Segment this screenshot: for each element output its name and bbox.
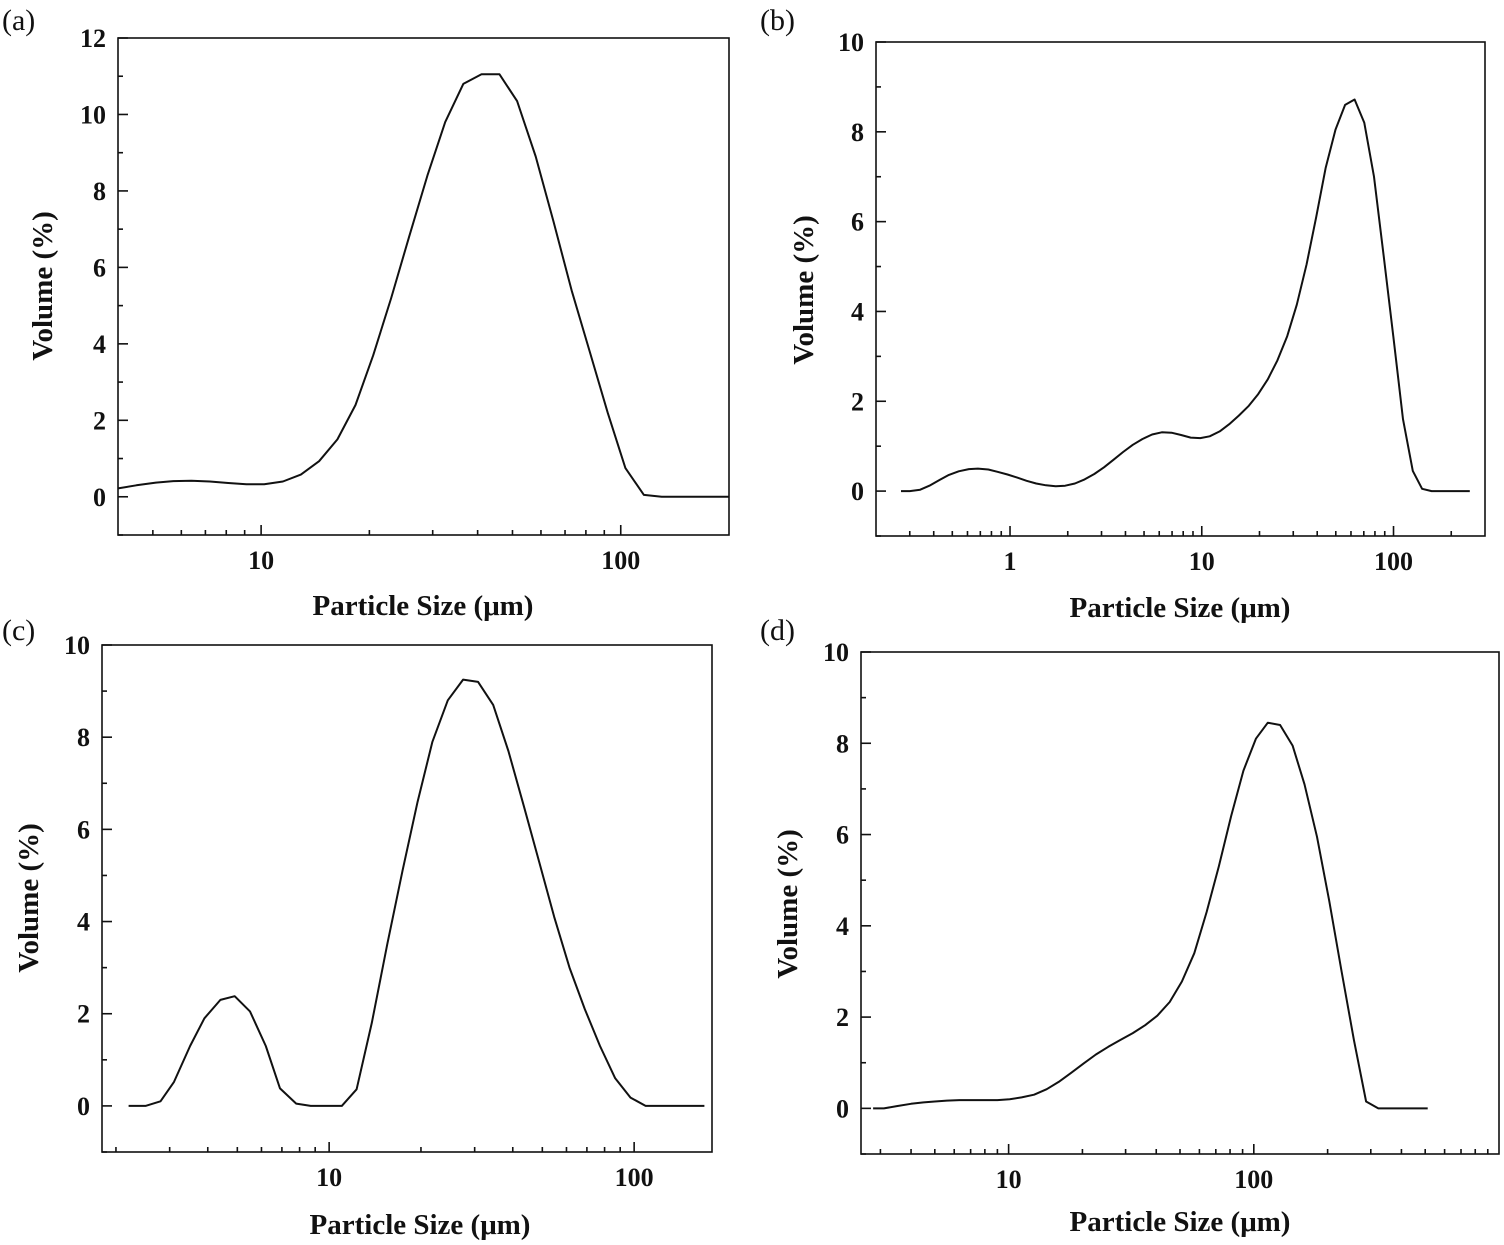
y-tick-label-b-2: 2 (851, 387, 864, 416)
y-tick-label-c-8: 8 (77, 723, 90, 752)
y-tick-label-a-2: 2 (93, 406, 106, 435)
tick-labels-d: 0 2 4 6 8 10 10 100 (823, 638, 1273, 1194)
tick-marks-a (118, 37, 622, 536)
x-tick-label-a-10: 10 (248, 546, 274, 575)
x-axis-title-b: Particle Size (μm) (1070, 592, 1291, 624)
size-distribution-curve-a (117, 73, 729, 498)
tick-marks-b (876, 41, 1453, 537)
y-tick-label-b-8: 8 (851, 118, 864, 147)
y-tick-label-c-4: 4 (77, 908, 90, 937)
panel-d: (d) 0 2 4 6 8 10 10 100 Particle Size (μm) Volu… (760, 614, 1500, 1238)
tick-marks-d (861, 651, 1489, 1155)
y-tick-label-b-10: 10 (838, 28, 864, 57)
panel-label-a: (a) (2, 4, 35, 37)
y-tick-label-b-6: 6 (851, 208, 864, 237)
x-tick-label-b-10: 10 (1189, 547, 1215, 576)
x-tick-label-c-10: 10 (316, 1163, 342, 1192)
tick-marks-c (102, 644, 635, 1153)
x-axis-title-a: Particle Size (μm) (313, 590, 534, 622)
x-tick-label-a-100: 100 (601, 546, 640, 575)
y-tick-label-b-4: 4 (851, 297, 864, 326)
plot-frame-a (117, 37, 730, 536)
plot-frame-b (875, 41, 1486, 537)
y-axis-title-d: Volume (%) (772, 829, 804, 979)
y-axis-title-c: Volume (%) (13, 823, 45, 973)
y-tick-label-b-0: 0 (851, 477, 864, 506)
y-tick-label-a-12: 12 (80, 24, 106, 53)
y-tick-label-c-0: 0 (77, 1092, 90, 1121)
y-tick-label-c-2: 2 (77, 1000, 90, 1029)
y-tick-label-a-10: 10 (80, 100, 106, 129)
y-tick-label-d-8: 8 (836, 729, 849, 758)
y-tick-label-c-6: 6 (77, 815, 90, 844)
x-tick-label-d-100: 100 (1234, 1165, 1273, 1194)
y-tick-label-c-10: 10 (64, 631, 90, 660)
panel-label-b: (b) (760, 4, 795, 37)
y-tick-label-a-4: 4 (93, 330, 106, 359)
panel-b: (b) 0 2 4 6 8 10 1 10 100 Particle Size (μm) Vol… (760, 4, 1486, 624)
plot-frame-c (101, 644, 713, 1153)
size-distribution-curve-d (873, 721, 1428, 1110)
y-tick-label-d-4: 4 (836, 912, 849, 941)
tick-labels-a: 0 2 4 6 8 10 12 10 100 (80, 24, 640, 575)
x-tick-label-b-100: 100 (1374, 547, 1413, 576)
x-tick-label-b-1: 1 (1004, 547, 1017, 576)
y-axis-title-b: Volume (%) (788, 215, 820, 365)
panel-label-d: (d) (760, 614, 795, 647)
y-tick-label-d-6: 6 (836, 821, 849, 850)
y-axis-title-a: Volume (%) (27, 211, 59, 361)
plot-frame-d (860, 651, 1500, 1155)
x-tick-label-c-100: 100 (615, 1163, 654, 1192)
y-tick-label-d-10: 10 (823, 638, 849, 667)
y-tick-label-d-0: 0 (836, 1094, 849, 1123)
y-tick-label-a-6: 6 (93, 253, 106, 282)
y-tick-label-d-2: 2 (836, 1003, 849, 1032)
panel-c: (c) 0 2 4 6 8 10 10 100 Particle Size (μm) Volu… (2, 614, 713, 1241)
y-tick-label-a-8: 8 (93, 177, 106, 206)
y-tick-label-a-0: 0 (93, 483, 106, 512)
x-tick-label-d-10: 10 (996, 1165, 1022, 1194)
size-distribution-curve-c (128, 678, 705, 1107)
x-axis-title-d: Particle Size (μm) (1070, 1206, 1291, 1238)
size-distribution-curve-b (901, 98, 1470, 493)
tick-labels-b: 0 2 4 6 8 10 1 10 100 (838, 28, 1413, 576)
panel-a: (a) 0 2 4 6 8 10 12 10 100 Particle Size (μm) Vo… (2, 4, 730, 622)
panel-label-c: (c) (2, 614, 35, 647)
tick-labels-c: 0 2 4 6 8 10 10 100 (64, 631, 654, 1192)
x-axis-title-c: Particle Size (μm) (310, 1209, 531, 1241)
